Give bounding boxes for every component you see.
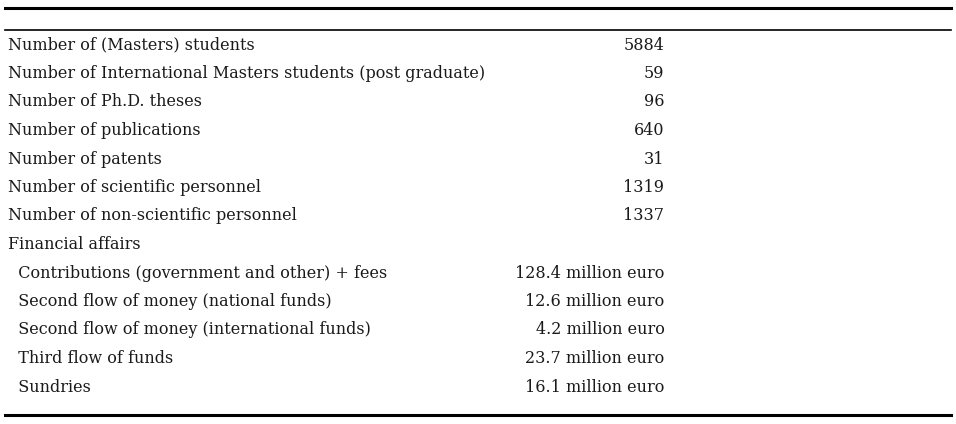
Text: Number of scientific personnel: Number of scientific personnel [8,179,261,196]
Text: 59: 59 [644,65,664,82]
Text: 12.6 million euro: 12.6 million euro [525,293,664,310]
Text: Financial affairs: Financial affairs [8,236,141,253]
Text: Second flow of money (national funds): Second flow of money (national funds) [8,293,332,310]
Text: 4.2 million euro: 4.2 million euro [535,321,664,338]
Text: 16.1 million euro: 16.1 million euro [525,379,664,396]
Text: 5884: 5884 [623,36,664,53]
Text: Contributions (government and other) + fees: Contributions (government and other) + f… [8,265,387,282]
Text: Third flow of funds: Third flow of funds [8,350,173,367]
Text: Sundries: Sundries [8,379,91,396]
Text: Number of (Masters) students: Number of (Masters) students [8,36,254,53]
Text: Number of International Masters students (post graduate): Number of International Masters students… [8,65,485,82]
Text: 96: 96 [644,94,664,111]
Text: 128.4 million euro: 128.4 million euro [515,265,664,282]
Text: 1337: 1337 [623,207,664,224]
Text: 23.7 million euro: 23.7 million euro [525,350,664,367]
Text: Number of Ph.D. theses: Number of Ph.D. theses [8,94,202,111]
Text: 640: 640 [634,122,664,139]
Text: Number of patents: Number of patents [8,151,162,167]
Text: Number of publications: Number of publications [8,122,200,139]
Text: Number of non-scientific personnel: Number of non-scientific personnel [8,207,296,224]
Text: 31: 31 [644,151,664,167]
Text: 1319: 1319 [623,179,664,196]
Text: Second flow of money (international funds): Second flow of money (international fund… [8,321,371,338]
